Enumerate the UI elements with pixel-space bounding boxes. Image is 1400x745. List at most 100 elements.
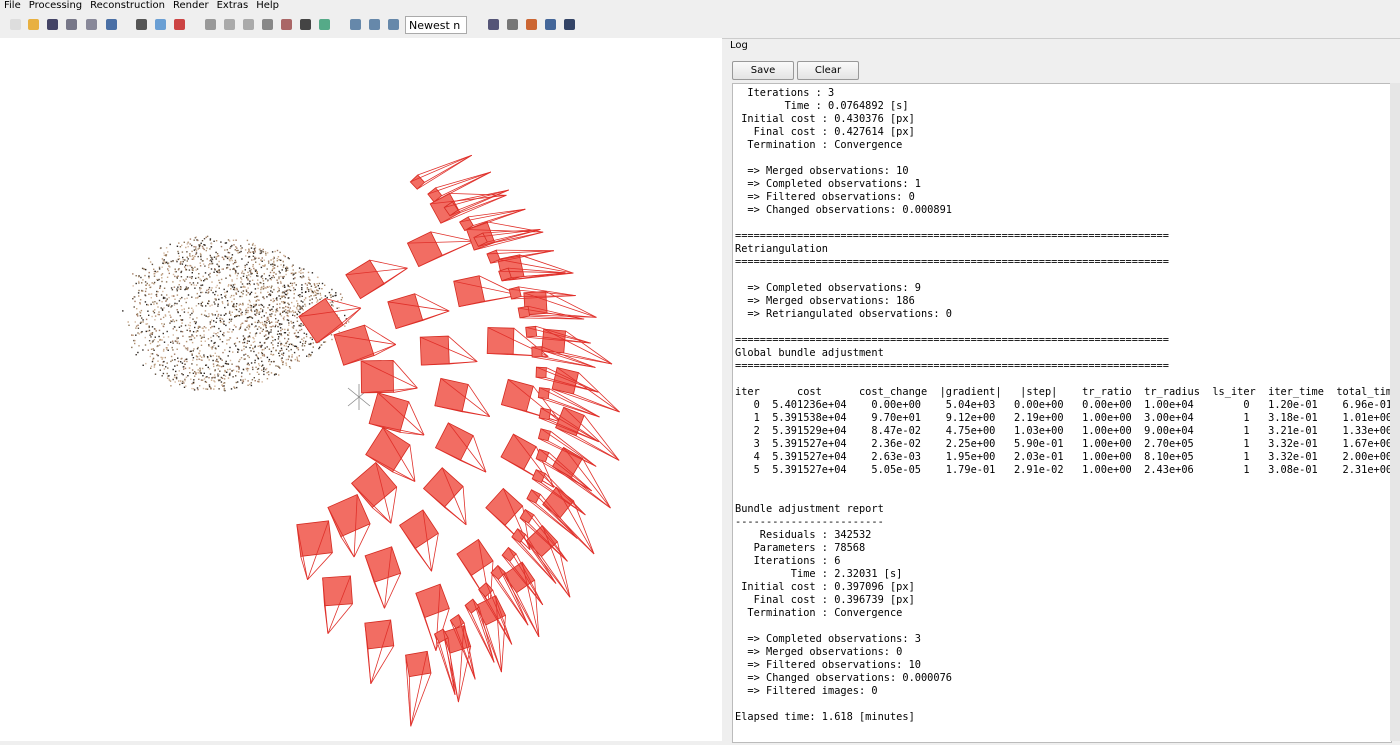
- point: [247, 292, 249, 294]
- toolbar-button[interactable]: [205, 19, 216, 30]
- log-line: Time : 0.0764892 [s]: [735, 100, 909, 112]
- toolbar-button[interactable]: [564, 19, 575, 30]
- point: [261, 275, 263, 277]
- clear-button[interactable]: Clear: [797, 61, 859, 80]
- point: [195, 252, 198, 254]
- point: [312, 346, 314, 348]
- point: [272, 339, 274, 342]
- point: [295, 306, 298, 309]
- point: [278, 333, 281, 335]
- menu-item[interactable]: Render: [172, 0, 209, 11]
- point: [144, 301, 147, 303]
- point: [236, 386, 238, 389]
- point: [167, 349, 169, 351]
- point: [277, 338, 280, 340]
- toolbar-button[interactable]: [488, 19, 499, 30]
- camera-edge: [456, 553, 491, 606]
- point: [223, 332, 225, 334]
- point: [160, 364, 162, 366]
- point: [228, 331, 230, 333]
- point: [255, 269, 257, 271]
- point: [245, 290, 248, 293]
- point: [217, 255, 220, 257]
- point-cloud: [122, 235, 350, 392]
- point: [170, 360, 172, 363]
- point: [223, 378, 226, 380]
- point: [332, 301, 334, 304]
- toolbar-button[interactable]: [319, 19, 330, 30]
- menu-item[interactable]: Extras: [216, 0, 249, 11]
- toolbar-button[interactable]: [300, 19, 311, 30]
- point: [190, 336, 192, 338]
- point: [139, 311, 141, 313]
- point: [212, 376, 214, 379]
- point: [294, 288, 296, 291]
- toolbar-button[interactable]: [47, 19, 58, 30]
- point: [266, 322, 268, 324]
- point: [256, 355, 258, 358]
- point: [263, 325, 265, 327]
- point: [136, 313, 138, 316]
- point: [261, 321, 264, 324]
- menu-item[interactable]: Help: [256, 0, 280, 11]
- camera-edge: [316, 307, 362, 344]
- toolbar-button[interactable]: [369, 19, 380, 30]
- toolbar-button[interactable]: [350, 19, 361, 30]
- toolbar-button[interactable]: [174, 19, 185, 30]
- toolbar-button[interactable]: [388, 19, 399, 30]
- point: [202, 260, 204, 262]
- point: [247, 278, 249, 280]
- point: [211, 313, 213, 315]
- point: [286, 340, 289, 343]
- toolbar-button[interactable]: [224, 19, 235, 30]
- point: [241, 247, 243, 249]
- point: [319, 294, 322, 296]
- menu-item[interactable]: File: [4, 0, 21, 11]
- point: [169, 314, 171, 316]
- save-button[interactable]: Save: [732, 61, 794, 80]
- toolbar-button[interactable]: [243, 19, 254, 30]
- point: [208, 291, 210, 293]
- toolbar-button[interactable]: [545, 19, 556, 30]
- point: [195, 284, 198, 286]
- dropdown[interactable]: Newest n ▾: [405, 16, 467, 50]
- point: [263, 297, 265, 300]
- toolbar-button[interactable]: [507, 19, 518, 30]
- point: [293, 351, 296, 354]
- point: [127, 321, 129, 323]
- point: [248, 250, 250, 253]
- point: [291, 354, 293, 356]
- toolbar-button[interactable]: [262, 19, 273, 30]
- point: [219, 357, 221, 359]
- toolbar-button[interactable]: [66, 19, 77, 30]
- point: [180, 305, 183, 307]
- toolbar-button[interactable]: [10, 19, 21, 30]
- point: [137, 332, 139, 334]
- point: [203, 334, 205, 336]
- log-line: Termination : Convergence: [735, 139, 903, 151]
- point: [134, 300, 136, 303]
- point: [209, 276, 211, 278]
- menu-item[interactable]: Processing: [28, 0, 83, 11]
- point: [233, 287, 236, 290]
- toolbar-button[interactable]: [28, 19, 39, 30]
- point: [141, 331, 143, 333]
- point: [252, 306, 255, 308]
- point: [259, 252, 261, 255]
- point: [228, 258, 230, 261]
- toolbar-button[interactable]: [281, 19, 292, 30]
- toolbar-button[interactable]: [106, 19, 117, 30]
- point: [210, 340, 213, 342]
- scrollbar[interactable]: [1390, 83, 1400, 741]
- toolbar-button[interactable]: [136, 19, 147, 30]
- point: [315, 291, 317, 294]
- toolbar-button[interactable]: [155, 19, 166, 30]
- viewer[interactable]: [0, 38, 722, 741]
- menu-item[interactable]: Reconstruction: [90, 0, 165, 11]
- camera-edge: [468, 208, 526, 218]
- toolbar-button[interactable]: [526, 19, 537, 30]
- point: [285, 342, 288, 344]
- toolbar-button[interactable]: [86, 19, 97, 30]
- camera-plane: [345, 259, 385, 300]
- point: [238, 368, 240, 370]
